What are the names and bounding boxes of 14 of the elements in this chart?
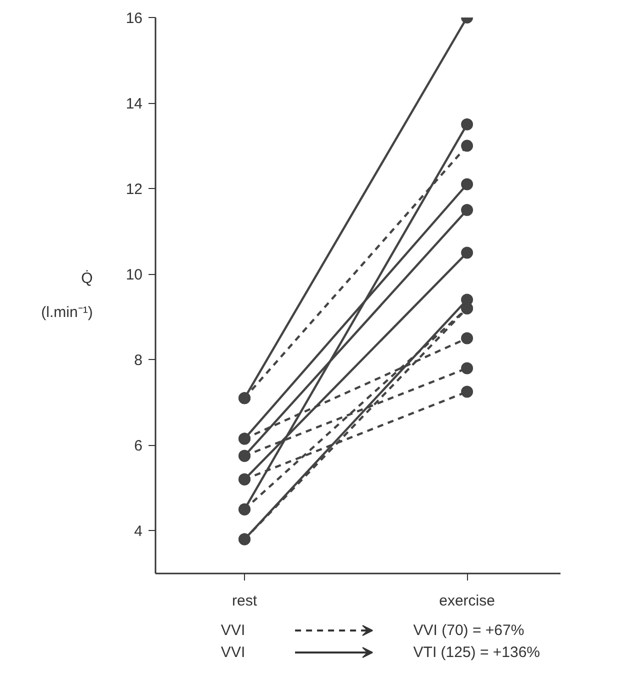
y-tick-label: 4 bbox=[134, 523, 142, 540]
y-tick-label: 8 bbox=[134, 352, 142, 370]
y-tick-label: 12 bbox=[126, 181, 143, 198]
y-tick-label: 10 bbox=[126, 266, 143, 284]
y-tick-label: 16 bbox=[126, 10, 143, 27]
text: VVI bbox=[220, 622, 246, 639]
y-tick-label: 6 bbox=[134, 438, 142, 455]
y-tick-label: 14 bbox=[126, 96, 143, 113]
text: VVI bbox=[220, 644, 246, 661]
y-axis-title: Q̇ (l.min⁻¹) bbox=[41, 270, 93, 321]
text: VTI (125) = +136% bbox=[413, 644, 540, 661]
x-tick-label: exercise bbox=[439, 592, 495, 610]
x-tick-label: rest bbox=[232, 592, 258, 610]
text: VVI (70) = +67% bbox=[413, 622, 524, 639]
